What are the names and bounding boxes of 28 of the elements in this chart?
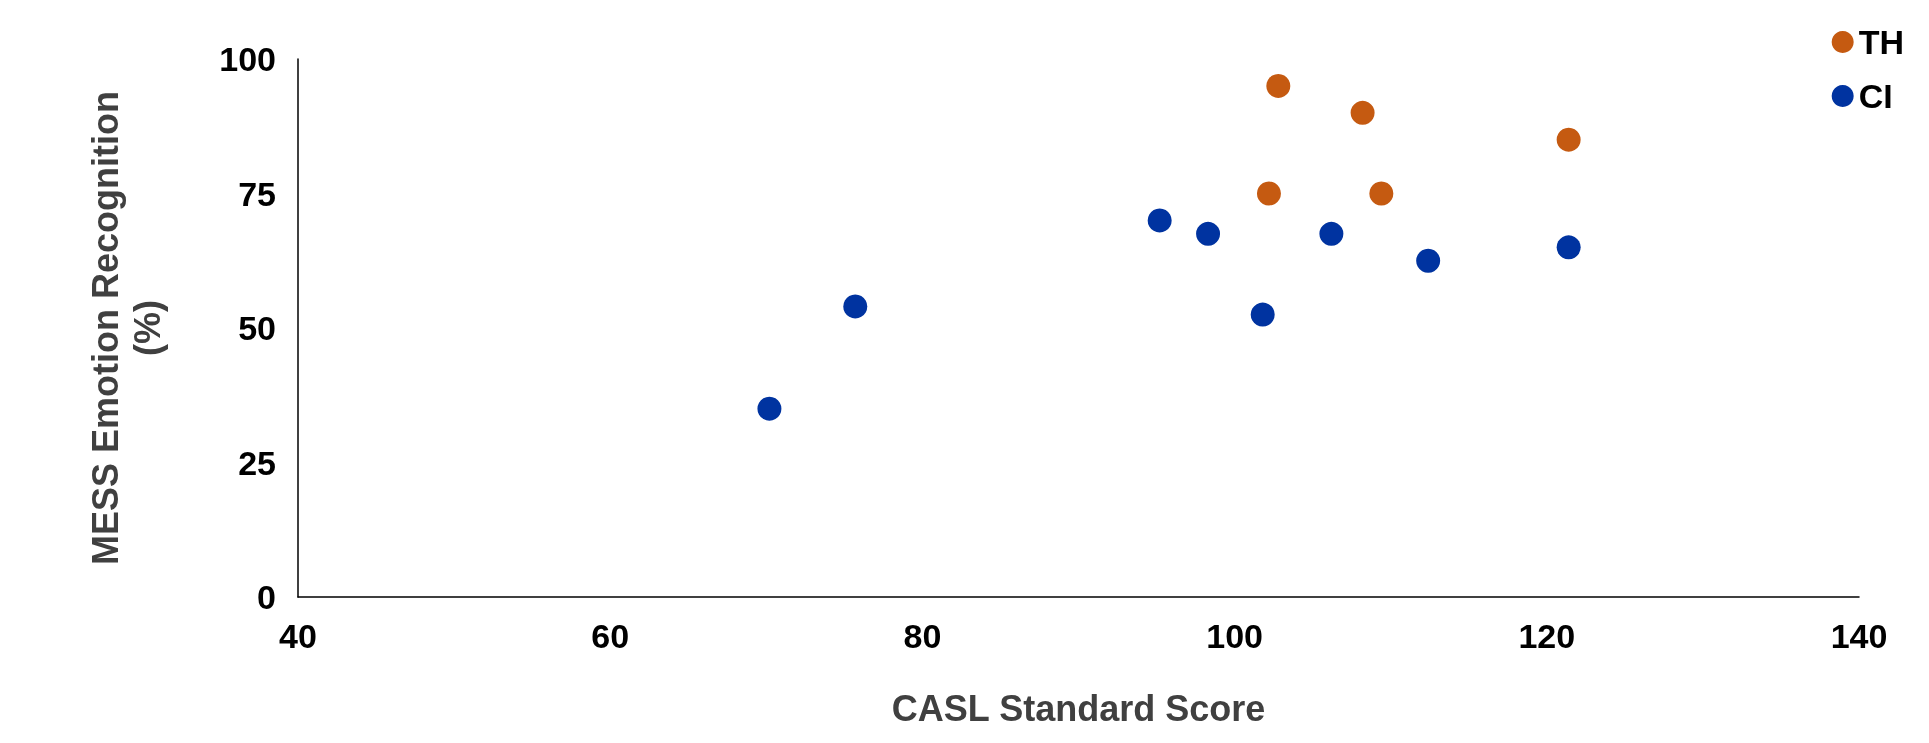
point	[1319, 221, 1344, 246]
y-tick-label: 100	[219, 40, 276, 78]
point	[1350, 100, 1375, 125]
y-tick-label: 0	[257, 578, 276, 616]
point	[1256, 181, 1281, 206]
legend-label: TH	[1858, 23, 1905, 61]
x-tick-label: 120	[1518, 617, 1576, 655]
x-axis-title: CASL Standard Score	[891, 687, 1266, 729]
point	[1266, 73, 1291, 98]
legend-label: CI	[1858, 77, 1893, 115]
x-tick-label: 100	[1206, 617, 1263, 655]
x-tick-label: 80	[903, 617, 942, 655]
y-tick-label: 25	[238, 443, 276, 482]
point	[1556, 235, 1581, 260]
point	[1556, 127, 1581, 152]
x-tick-label: 40	[279, 617, 317, 655]
point	[757, 396, 782, 421]
y-tick-label: 75	[238, 174, 276, 213]
point	[1369, 181, 1394, 206]
x-tick-label: 60	[591, 617, 630, 655]
point	[1147, 208, 1172, 233]
y-tick-label: 50	[238, 309, 276, 347]
x-tick-label: 140	[1830, 617, 1888, 655]
point	[1196, 221, 1221, 246]
point	[843, 294, 868, 319]
point	[1416, 248, 1441, 273]
y-axis-title: MESS Emotion Recognition (%)	[84, 91, 168, 565]
point	[1250, 302, 1275, 327]
